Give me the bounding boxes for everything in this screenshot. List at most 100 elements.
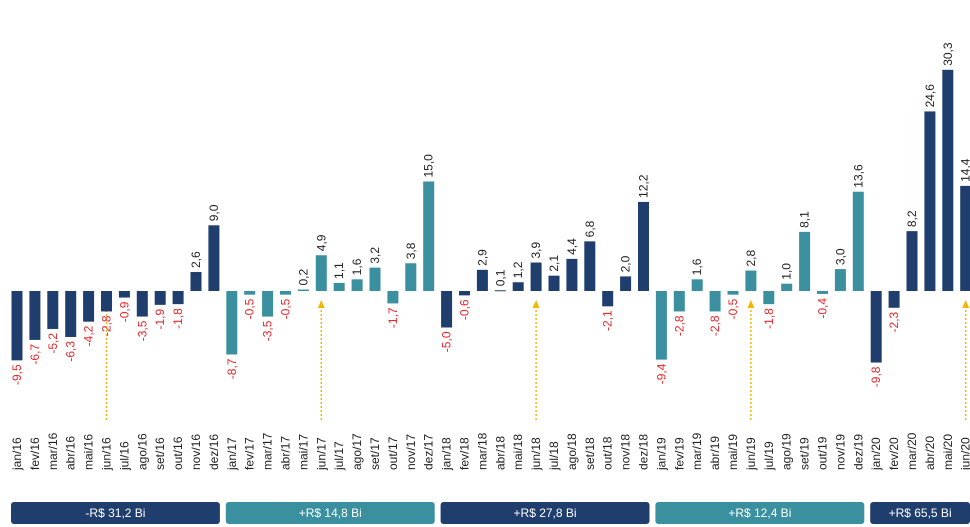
value-label: 8,2 [905,210,919,227]
bar [333,282,345,291]
value-label: 2,0 [619,255,633,272]
value-label: -1,9 [153,309,167,330]
bar [691,279,703,291]
x-tick-label: mar/20 [905,432,919,470]
bar [870,291,882,363]
bar [65,291,77,337]
bar [548,275,560,291]
bar [655,291,667,360]
value-label: 9,0 [207,204,221,221]
bar [315,255,327,291]
bar [799,231,811,291]
bar [673,291,685,312]
x-tick-label: abr/17 [279,436,293,470]
value-label: -5,0 [440,331,454,352]
bar [118,291,130,298]
value-label: 3,2 [368,247,382,264]
bar [387,291,399,304]
x-tick-label: dez/18 [637,434,651,470]
bar [297,289,309,291]
x-tick-label: jun/19 [744,437,758,471]
arrow-head [532,300,540,308]
x-tick-label: jun/20 [959,437,970,471]
group-label: -R$ 31,2 Bi [85,506,145,520]
bar [405,263,417,291]
bar [888,291,900,308]
x-tick-label: jan/16 [10,437,24,471]
bar [620,276,632,291]
group-band [440,502,650,524]
value-label: 6,8 [583,220,597,237]
bar [476,269,488,291]
x-tick-label: fev/20 [887,437,901,470]
arrow-head [747,300,755,308]
x-tick-label: out/17 [386,436,400,470]
value-label: -1,8 [171,308,185,329]
group-label: +R$ 27,8 Bi [514,506,577,520]
arrow-head [317,300,325,308]
bar [494,290,506,292]
group-band [655,502,865,524]
bar [763,291,775,305]
x-tick-label: ago/17 [350,433,364,470]
value-label: -4,2 [82,325,96,346]
x-tick-label: mai/17 [296,434,310,470]
x-tick-label: out/16 [171,436,185,470]
value-label: -0,4 [816,298,830,319]
value-label: -9,4 [654,363,668,384]
bar [906,231,918,291]
group-label: +R$ 65,5 Bi [889,506,952,520]
x-tick-label: nov/17 [404,434,418,470]
x-tick-label: set/17 [368,437,382,470]
value-label: -1,8 [762,308,776,329]
value-label: 1,0 [780,263,794,280]
value-label: 4,9 [314,234,328,251]
value-label: -0,5 [279,298,293,319]
x-tick-label: abr/20 [923,436,937,470]
bar [262,291,274,317]
x-tick-label: jun/18 [529,437,543,471]
bar [512,282,524,291]
value-label: -0,5 [243,298,257,319]
value-label: 3,9 [529,242,543,259]
bar [47,291,59,329]
value-label: 3,0 [833,248,847,265]
group-band [225,502,435,524]
value-label: -1,7 [386,307,400,328]
bar [369,267,381,291]
bar [834,269,846,291]
x-tick-label: mar/16 [46,432,60,470]
value-label: -9,5 [10,364,24,385]
group-band [11,502,220,524]
x-tick-label: mai/16 [82,434,96,470]
value-label: 8,1 [798,211,812,228]
x-tick-label: jan/18 [440,437,454,471]
bar [190,272,202,291]
value-label: -6,3 [64,341,78,362]
x-tick-label: dez/16 [207,434,221,470]
value-label: -0,5 [726,298,740,319]
group-label: +R$ 14,8 Bi [299,506,362,520]
value-label: 1,1 [332,262,346,279]
value-label: -6,7 [28,344,42,365]
x-tick-label: abr/19 [708,436,722,470]
x-tick-label: jul/17 [332,441,346,471]
x-tick-label: jul/16 [117,441,131,471]
value-label: 1,2 [511,261,525,278]
x-tick-label: jul/18 [547,441,561,471]
value-label: -8,7 [225,358,239,379]
bar [566,258,578,291]
value-label: -2,1 [601,310,615,331]
value-label: 0,1 [493,269,507,286]
bar [29,291,41,340]
value-label: -0,9 [117,301,131,322]
value-label: -2,8 [100,315,114,336]
x-tick-label: jan/19 [654,437,668,471]
bar [208,225,220,291]
x-tick-label: jun/16 [100,437,114,471]
value-label: -0,6 [458,299,472,320]
bar [942,69,954,291]
bar [441,291,453,328]
x-tick-label: fev/17 [243,437,257,470]
